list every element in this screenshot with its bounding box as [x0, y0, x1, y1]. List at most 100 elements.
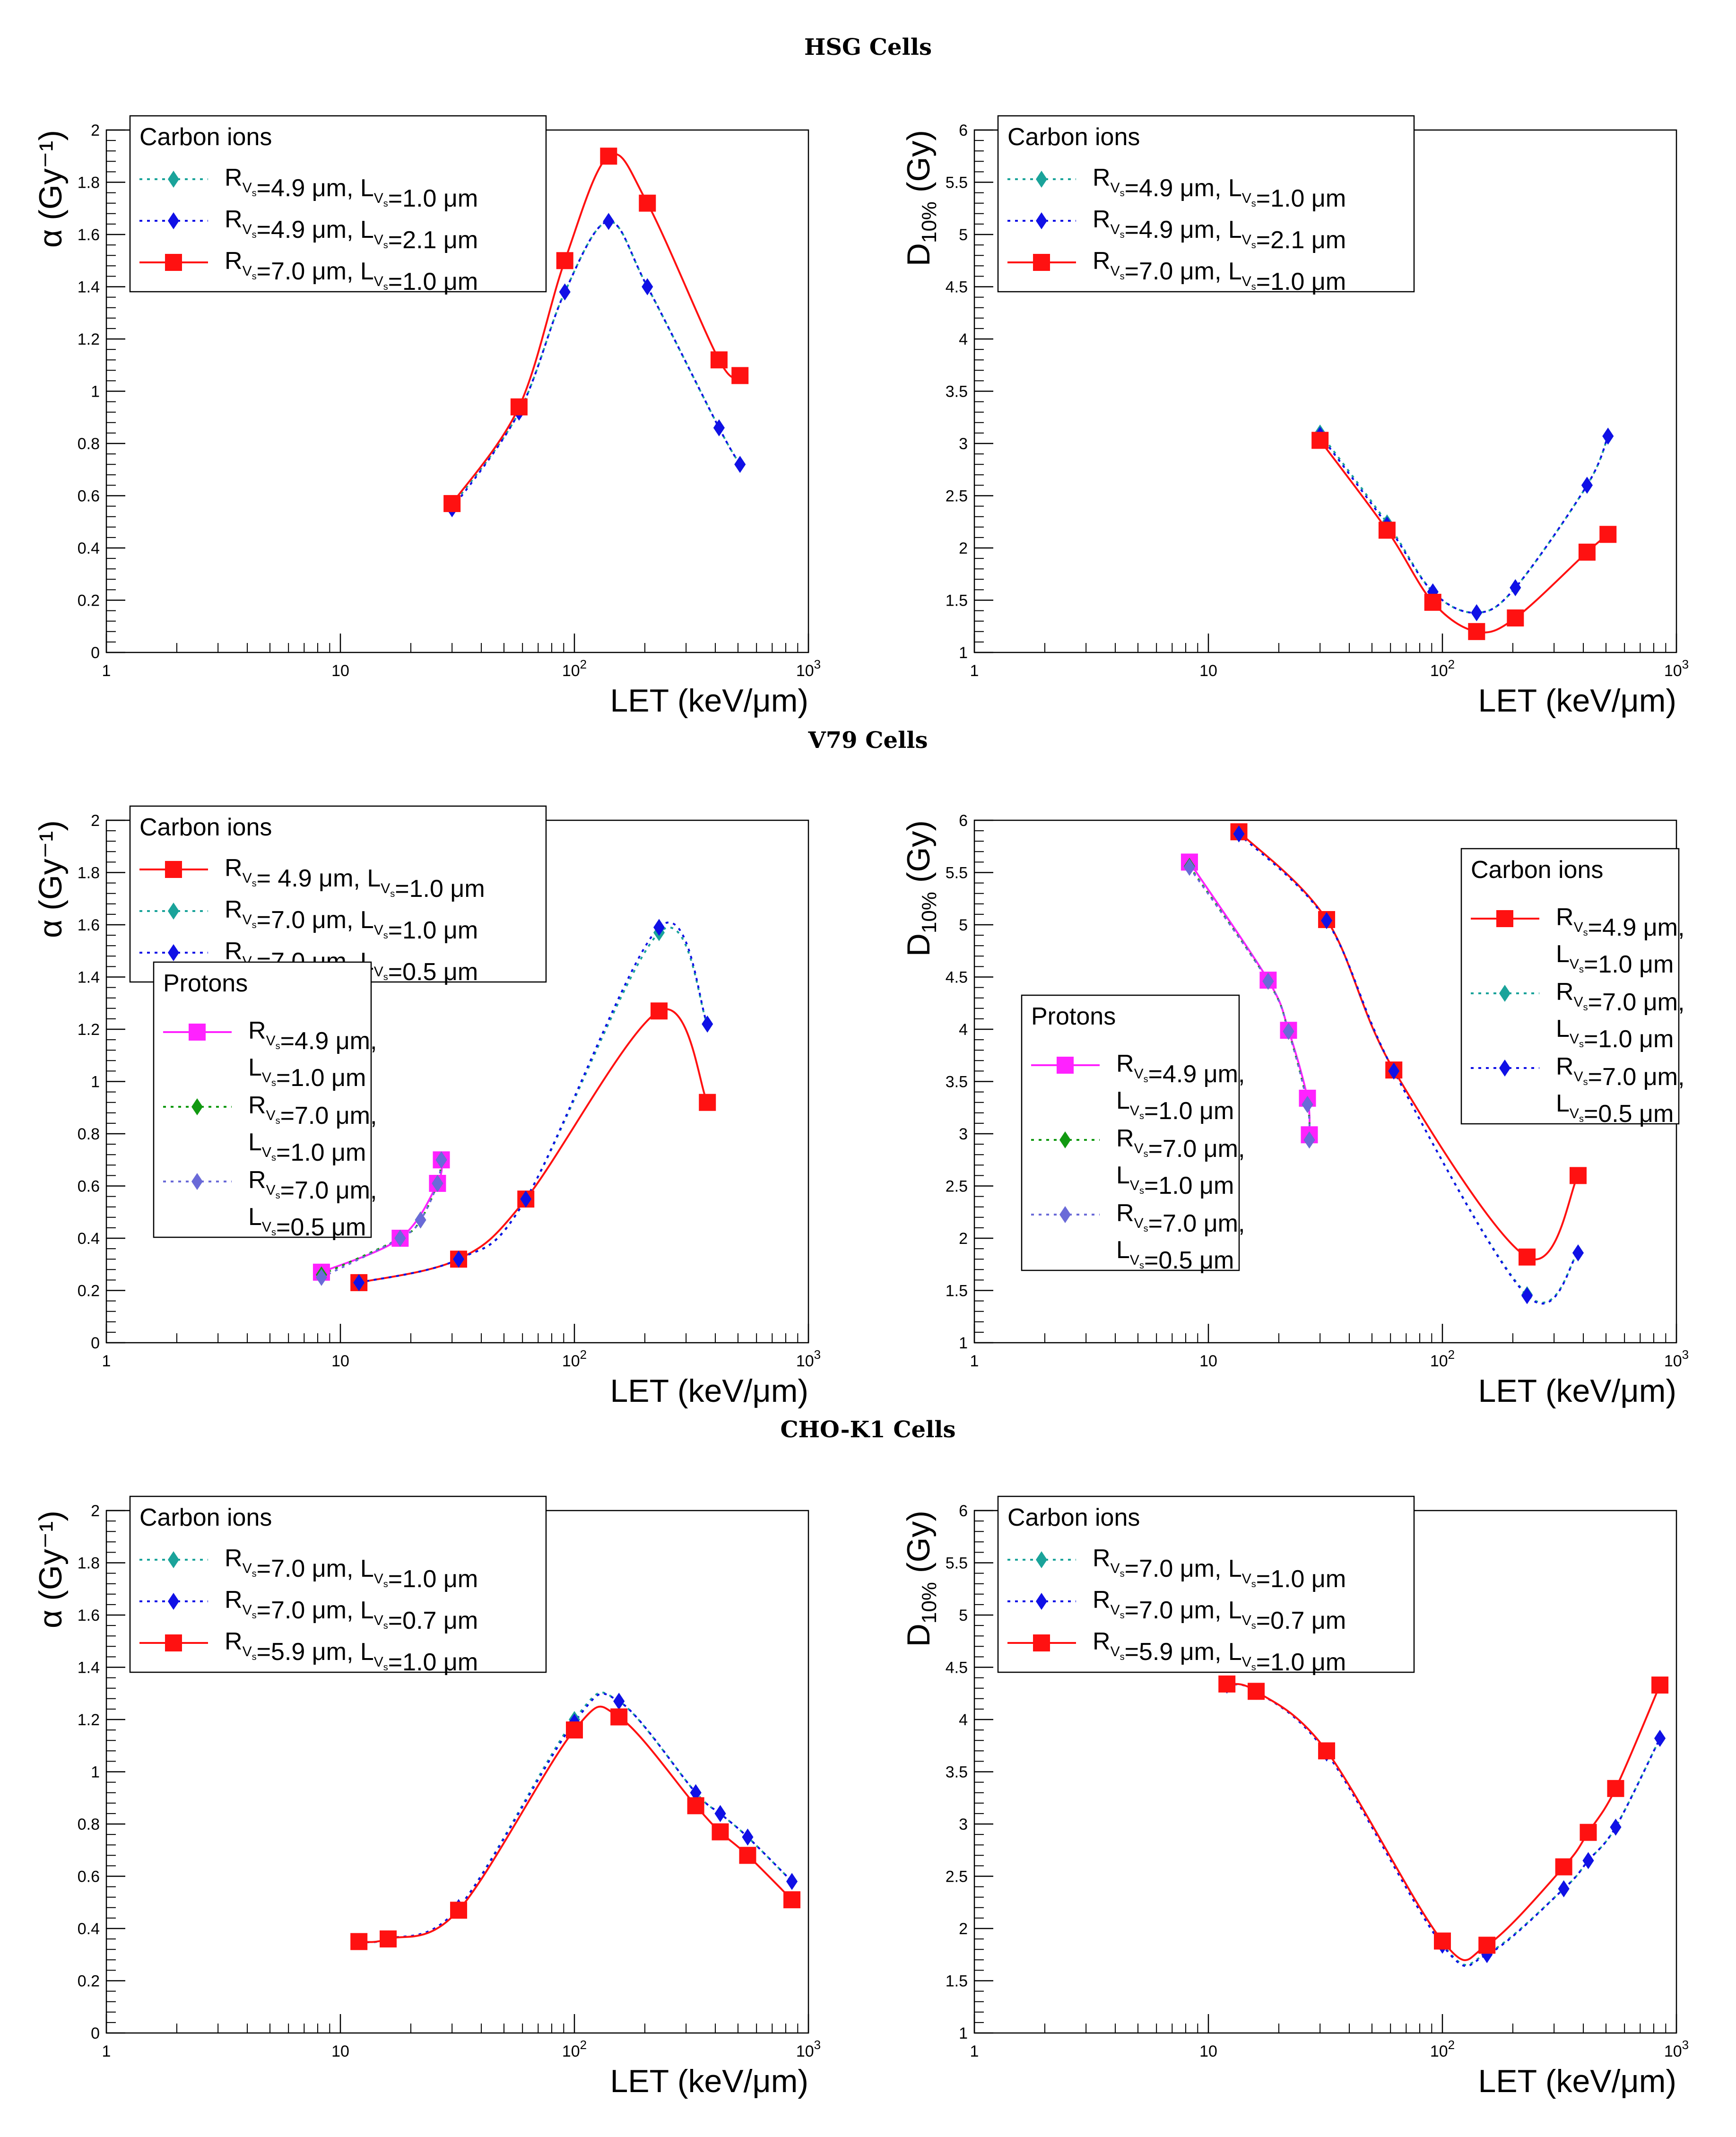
- legend-entry-label: RVs=4.9 μm,: [1556, 903, 1684, 941]
- y-tick-label: 1.2: [78, 330, 100, 348]
- data-point: [415, 1211, 426, 1229]
- series-line-0: [1226, 1683, 1661, 1966]
- legend-entry-label: RVs=4.9 μm,: [248, 1017, 377, 1055]
- series-lines: [359, 1691, 793, 1944]
- legend-marker: [1036, 1551, 1047, 1568]
- legend-marker: [165, 254, 182, 271]
- data-point: [1302, 1096, 1313, 1113]
- y-tick-label: 1.6: [78, 1607, 100, 1624]
- legend-marker: [168, 212, 179, 229]
- data-point: [710, 351, 728, 369]
- legend-marker: [189, 1024, 206, 1041]
- y-tick-label: 6: [959, 812, 968, 830]
- data-point: [1580, 1824, 1597, 1841]
- data-point: [639, 194, 656, 212]
- x-tick-label: 102: [562, 1347, 587, 1370]
- legend-entry-label-2: LVs=0.5 μm: [1556, 1090, 1674, 1128]
- y-tick-label: 3.5: [946, 383, 968, 401]
- data-point: [610, 1708, 628, 1726]
- legend-entry-label-2: LVs=1.0 μm: [1116, 1087, 1234, 1125]
- y-tick-label: 0.2: [78, 1972, 100, 1990]
- legend-entry-label: RVs=7.0 μm,: [1556, 978, 1684, 1016]
- data-point: [1521, 1287, 1533, 1304]
- legend-entry-label: RVs= 4.9 μm, LVs=1.0 μm: [225, 854, 485, 903]
- legend-box: [153, 961, 372, 1238]
- chart-hsg-d10: 1 1.5 2 2.5 3 3.5 4 4.5 5 5.5 6 1 10 102 103 LET (keV/μ…: [901, 115, 1689, 719]
- legend-marker: [168, 944, 179, 961]
- y-tick-label: 4.5: [946, 278, 968, 296]
- data-point: [1555, 1858, 1572, 1876]
- chart-cho-d10: 1 1.5 2 2.5 3 3.5 4 4.5 5 5.5 6 1 10 102 103 LET (keV/μ…: [901, 1495, 1689, 2099]
- legend-marker: [1057, 1057, 1074, 1074]
- legend-marker: [1059, 1206, 1071, 1223]
- legend-title: Carbon ions: [1471, 856, 1603, 884]
- chart-v79-d10: 1 1.5 2 2.5 3 3.5 4 4.5 5 5.5 6 1 10 102 103 LET (keV/μ…: [901, 812, 1689, 1409]
- y-tick-label: 2: [959, 539, 968, 557]
- legend-marker: [1036, 1593, 1047, 1610]
- data-point: [613, 1693, 625, 1710]
- legend-marker: [168, 903, 179, 920]
- data-point: [380, 1930, 397, 1948]
- y-tick-label: 6: [959, 1502, 968, 1520]
- legend-entry-label: RVs=5.9 μm, LVs=1.0 μm: [225, 1628, 478, 1676]
- legend-marker: [168, 1551, 179, 1568]
- data-point: [1183, 859, 1195, 876]
- y-tick-label: 2: [959, 1920, 968, 1938]
- x-tick-label: 10: [1199, 1352, 1217, 1370]
- legend-0: Carbon ions RVs=4.9 μm, LVs=1.0 μmRVs=4.9…: [997, 115, 1415, 295]
- x-tick-label: 10: [331, 662, 349, 680]
- legend-entry-label-2: LVs=1.0 μm: [1556, 940, 1674, 978]
- legend-entry-label-2: LVs=0.5 μm: [1116, 1236, 1234, 1274]
- series-line-2: [359, 1705, 793, 1943]
- y-tick-label: 0.6: [78, 1868, 100, 1886]
- series-line-2: [358, 921, 709, 1284]
- legend-marker: [168, 1593, 179, 1610]
- legend-marker: [191, 1098, 203, 1115]
- series-markers: [1218, 1675, 1669, 1963]
- y-tick-label: 5.5: [946, 1555, 968, 1572]
- data-point: [1388, 1062, 1400, 1080]
- legend-entry-label: RVs=7.0 μm,: [248, 1092, 377, 1129]
- x-tick-label: 1: [102, 1352, 111, 1370]
- y-tick-label: 0.2: [78, 592, 100, 610]
- data-point: [1607, 1780, 1624, 1797]
- legend-entry-label: RVs=7.0 μm, LVs=1.0 μm: [225, 1545, 478, 1593]
- y-tick-label: 2: [91, 122, 100, 139]
- y-axis-title: α (Gy⁻¹): [33, 820, 69, 938]
- x-tick-label: 10: [331, 1352, 349, 1370]
- x-tick-label: 1: [970, 662, 979, 680]
- legend-marker: [191, 1173, 203, 1190]
- series-lines: [1319, 432, 1609, 634]
- data-point: [603, 213, 615, 230]
- section-title-cho: CHO-K1 Cells: [780, 1416, 956, 1443]
- legend-marker: [1033, 254, 1050, 271]
- y-tick-label: 0.8: [78, 435, 100, 453]
- y-tick-label: 0.2: [78, 1282, 100, 1300]
- y-tick-label: 5: [959, 916, 968, 934]
- data-point: [699, 1094, 716, 1111]
- x-tick-label: 1: [970, 1352, 979, 1370]
- data-point: [687, 1797, 704, 1815]
- y-axis-title: D10% (Gy): [901, 1511, 941, 1647]
- data-point: [651, 1002, 668, 1020]
- chart-cho-alpha: 0 0.2 0.4 0.6 0.8 1 1.2 1.4 1.6 1.8 2 1 10 102 103 LET …: [33, 1495, 821, 2099]
- data-point: [1321, 912, 1333, 930]
- legend-entry-label: RVs=4.9 μm, LVs=1.0 μm: [225, 164, 478, 212]
- data-point: [734, 456, 746, 473]
- data-point: [702, 1015, 713, 1033]
- legend-0: Carbon ions RVs=7.0 μm, LVs=1.0 μmRVs=7.0…: [129, 1495, 547, 1676]
- y-tick-label: 0.4: [78, 1920, 100, 1938]
- y-tick-label: 1.6: [78, 916, 100, 934]
- data-point: [739, 1847, 756, 1864]
- y-tick-label: 0.6: [78, 1178, 100, 1196]
- series-line-2: [1319, 440, 1609, 634]
- y-tick-label: 5: [959, 1607, 968, 1624]
- data-point: [510, 398, 528, 416]
- y-tick-label: 1: [959, 1334, 968, 1352]
- x-tick-label: 10: [1199, 2042, 1217, 2060]
- y-tick-label: 4: [959, 330, 968, 348]
- data-point: [786, 1873, 798, 1890]
- y-tick-label: 4: [959, 1711, 968, 1729]
- data-point: [1378, 521, 1396, 539]
